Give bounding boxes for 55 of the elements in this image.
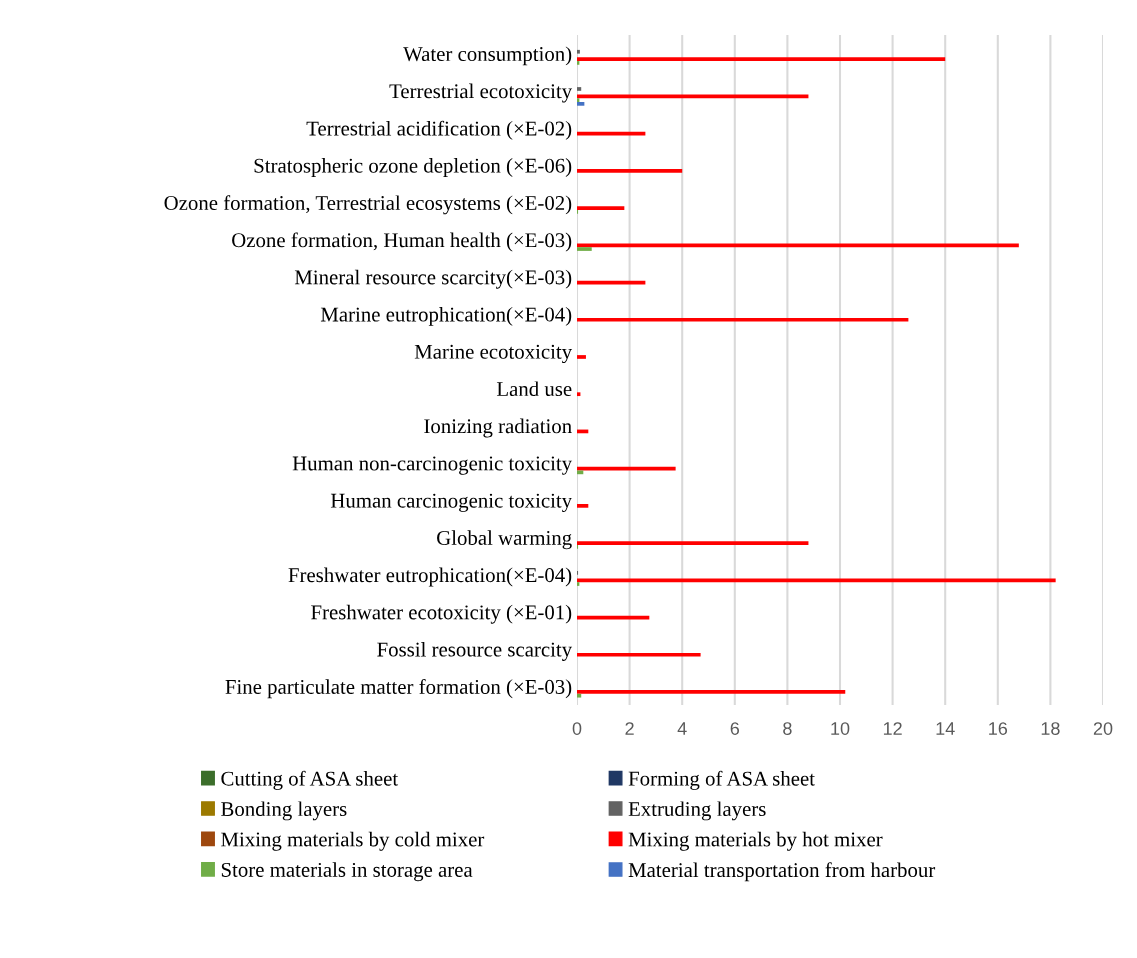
y-tick-label: Marine eutrophication(×E-04) xyxy=(320,306,572,326)
legend-label: Mixing materials by cold mixer xyxy=(221,831,485,851)
y-tick-label: Terrestrial acidification (×E-02) xyxy=(306,120,572,140)
bar xyxy=(577,206,625,210)
y-tick-label: Mineral resource scarcity(×E-03) xyxy=(294,269,572,289)
bar xyxy=(577,652,701,657)
y-tick-label: Human carcinogenic toxicity xyxy=(330,493,573,512)
y-tick-label: Terrestrial ecotoxicity xyxy=(389,83,573,103)
bar xyxy=(577,541,809,545)
x-tick-label: 10 xyxy=(831,722,850,735)
legend-label: Mixing materials by hot mixer xyxy=(628,831,883,851)
bar xyxy=(577,317,909,322)
x-tick-label: 12 xyxy=(883,722,902,735)
y-tick-label: Global warming xyxy=(437,530,572,550)
y-tick-label: Ionizing radiation xyxy=(424,418,572,438)
bar xyxy=(577,504,589,508)
x-tick-label: 16 xyxy=(989,722,1008,735)
legend-label: Extruding layers xyxy=(628,801,766,821)
legend-label: Store materials in storage area xyxy=(221,862,473,882)
x-tick-label: 2 xyxy=(625,722,634,735)
y-tick-label: Human non-carcinogenic toxicity xyxy=(292,456,573,475)
y-tick-label: Fine particulate matter formation (×E-03) xyxy=(225,679,572,699)
bar xyxy=(577,49,580,54)
bar xyxy=(577,392,581,397)
bar xyxy=(577,102,585,106)
y-tick-label: Freshwater ecotoxicity (×E-01) xyxy=(311,604,572,624)
y-tick-label: Ozone formation, Terrestrial ecosystems (×E-02) xyxy=(164,195,572,215)
bar xyxy=(577,57,946,62)
y-tick-label: Water consumption) xyxy=(403,46,572,66)
x-tick-label: 8 xyxy=(783,722,792,735)
y-tick-label: Land use xyxy=(496,381,572,397)
bar xyxy=(577,247,592,251)
bar xyxy=(577,578,1056,583)
x-tick-label: 0 xyxy=(572,722,582,735)
y-tick-label: Freshwater eutrophication(×E-04) xyxy=(288,567,572,587)
x-tick-label: 14 xyxy=(936,722,955,735)
bar xyxy=(577,693,582,698)
x-tick-label: 20 xyxy=(1093,722,1113,735)
bar xyxy=(577,355,586,359)
x-tick-label: 4 xyxy=(677,722,687,735)
legend-label: Forming of ASA sheet xyxy=(628,770,815,790)
x-tick-label: 18 xyxy=(1041,722,1060,735)
y-tick-label: Fossil resource scarcity xyxy=(377,641,573,661)
legend-label: Material transportation from harbour xyxy=(628,862,936,882)
bar xyxy=(577,87,582,91)
legend-label: Cutting of ASA sheet xyxy=(221,770,399,790)
bar xyxy=(577,466,676,471)
bar xyxy=(577,243,1019,248)
y-tick-label: Marine ecotoxicity xyxy=(414,344,573,364)
y-tick-label: Stratospheric ozone depletion (×E-06) xyxy=(254,158,572,177)
bar xyxy=(577,169,683,173)
legend-label: Bonding layers xyxy=(221,801,347,821)
bar xyxy=(577,690,846,694)
y-tick-label: Ozone formation, Human health (×E-03) xyxy=(232,232,572,252)
x-tick-label: 6 xyxy=(730,722,740,735)
